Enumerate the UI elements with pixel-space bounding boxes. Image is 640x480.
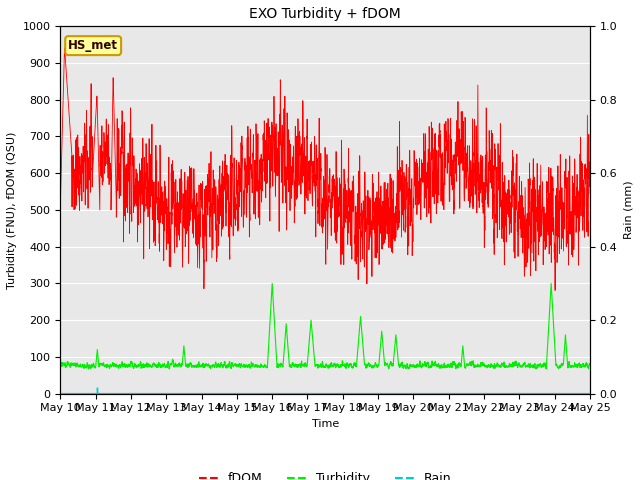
Title: EXO Turbidity + fDOM: EXO Turbidity + fDOM <box>249 7 401 21</box>
Y-axis label: Rain (mm): Rain (mm) <box>623 180 633 239</box>
X-axis label: Time: Time <box>312 419 339 429</box>
Y-axis label: Turbidity (FNU), fDOM (QSU): Turbidity (FNU), fDOM (QSU) <box>7 131 17 288</box>
Text: HS_met: HS_met <box>68 39 118 52</box>
Legend: fDOM, Turbidity, Rain: fDOM, Turbidity, Rain <box>194 467 456 480</box>
